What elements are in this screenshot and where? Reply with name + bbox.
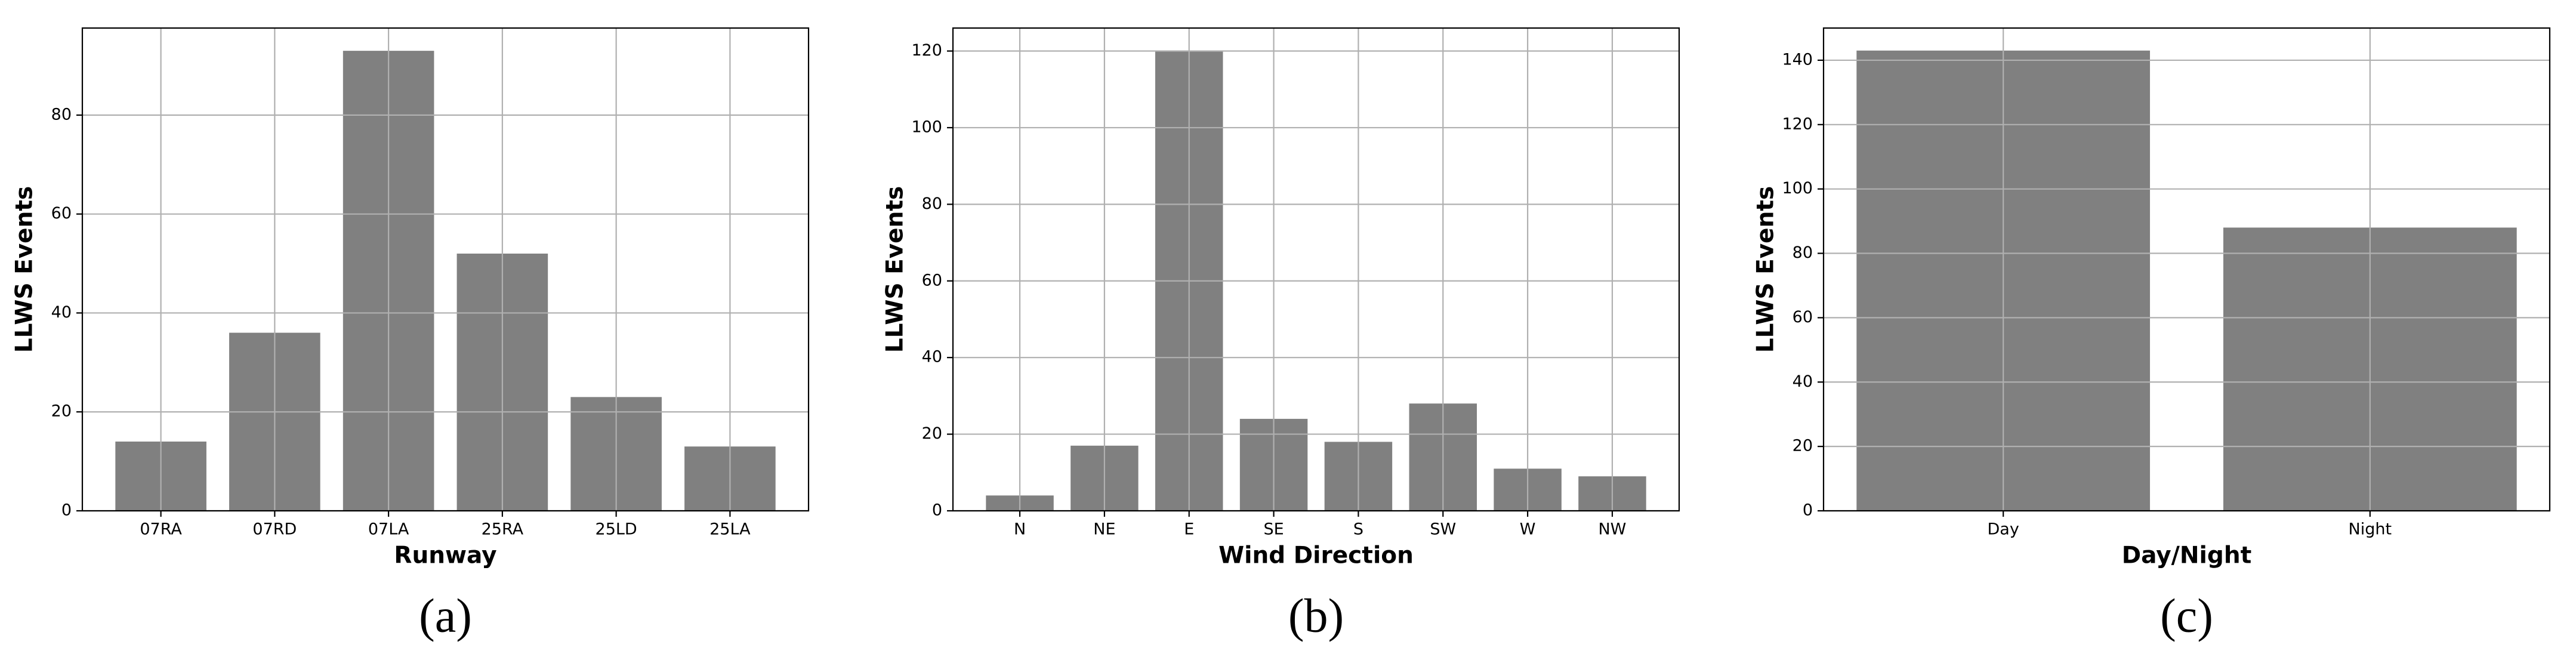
y-tick-label: 20 — [922, 424, 942, 443]
x-tick-label: 07LA — [368, 520, 409, 539]
caption: (a) — [419, 590, 472, 642]
x-axis-label: Wind Direction — [1218, 542, 1414, 569]
y-tick-label: 60 — [51, 204, 72, 223]
y-tick-label: 40 — [51, 303, 72, 322]
x-axis-label: Runway — [394, 542, 496, 569]
y-tick-label: 80 — [1793, 243, 1813, 262]
y-tick-label: 120 — [911, 41, 942, 60]
x-tick-label: W — [1520, 520, 1536, 539]
y-axis-label: LLWS Events — [11, 186, 38, 353]
x-tick-label: Day — [1988, 520, 2019, 539]
x-tick-label: 07RA — [140, 520, 182, 539]
y-axis-label: LLWS Events — [882, 186, 909, 353]
caption: (b) — [1288, 590, 1344, 642]
y-tick-label: 140 — [1782, 50, 1813, 69]
y-tick-label: 20 — [1793, 437, 1813, 455]
y-tick-label: 20 — [51, 402, 72, 421]
y-tick-label: 100 — [1782, 179, 1813, 198]
x-tick-label: NE — [1093, 520, 1115, 539]
x-tick-label: 07RD — [252, 520, 297, 539]
y-tick-label: 60 — [1793, 308, 1813, 326]
y-tick-label: 0 — [1803, 501, 1813, 520]
y-tick-label: 120 — [1782, 115, 1813, 133]
y-tick-label: 80 — [922, 195, 942, 213]
x-tick-label: 25LA — [709, 520, 751, 539]
x-tick-label: NW — [1598, 520, 1626, 539]
x-tick-label: Night — [2349, 520, 2392, 539]
x-tick-label: N — [1014, 520, 1026, 539]
x-tick-label: SW — [1430, 520, 1456, 539]
caption: (c) — [2160, 590, 2213, 642]
x-axis-label: Day/Night — [2122, 542, 2252, 569]
y-tick-label: 100 — [911, 118, 942, 136]
y-tick-label: 80 — [51, 105, 72, 124]
x-tick-label: 25LD — [596, 520, 637, 539]
plot-frame — [1822, 27, 2551, 512]
y-axis-label: LLWS Events — [1753, 186, 1779, 353]
y-tick-label: 60 — [922, 271, 942, 289]
y-tick-label: 40 — [1793, 372, 1813, 391]
plot-frame — [81, 27, 810, 512]
y-tick-label: 0 — [932, 501, 942, 520]
x-tick-label: 25RA — [482, 520, 524, 539]
x-tick-label: E — [1184, 520, 1194, 539]
y-tick-label: 40 — [922, 348, 942, 366]
y-tick-label: 0 — [61, 501, 72, 520]
plot-frame — [952, 27, 1680, 512]
x-tick-label: S — [1353, 520, 1363, 539]
x-tick-label: SE — [1263, 520, 1284, 539]
